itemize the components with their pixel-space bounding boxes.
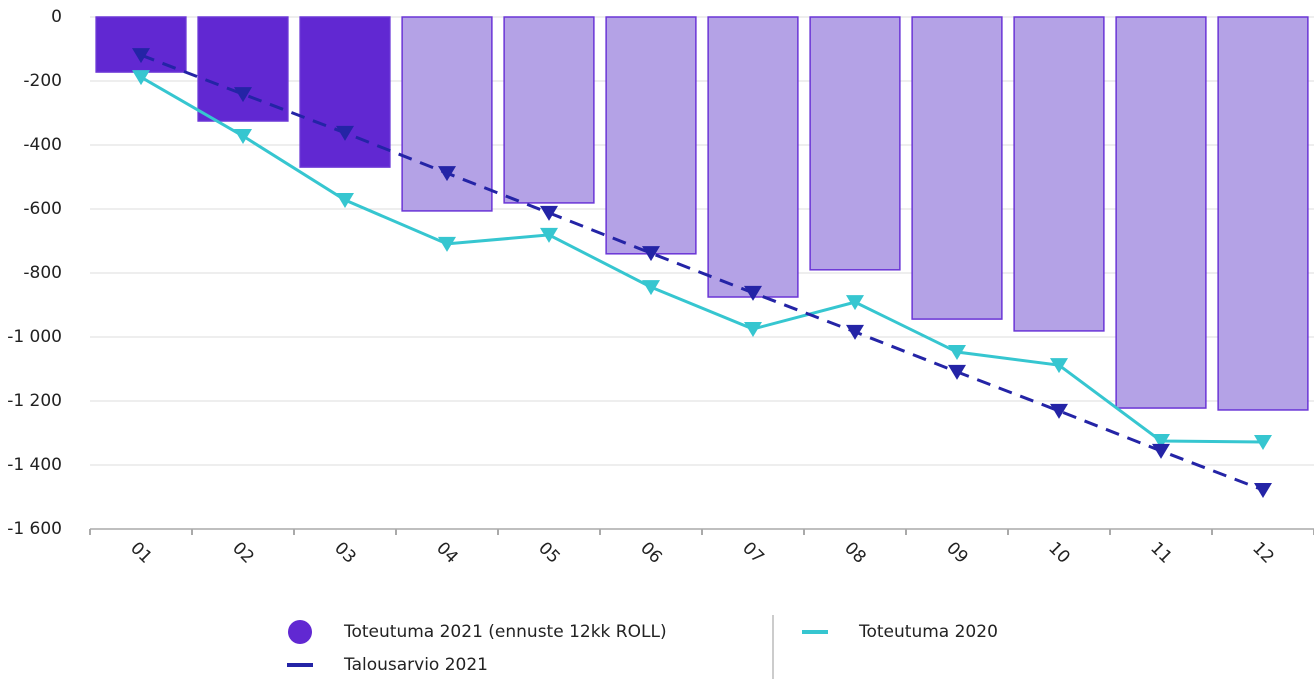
marker: [132, 48, 150, 64]
bar: [605, 16, 697, 255]
bar: [401, 16, 493, 212]
x-tick-label: 01: [126, 538, 155, 567]
marker: [1050, 358, 1068, 374]
marker: [234, 129, 252, 145]
marker: [744, 322, 762, 337]
bar: [911, 16, 1003, 320]
legend-swatch: [288, 620, 312, 644]
y-tick-label: -600: [23, 199, 62, 219]
x-tick-label: 09: [942, 538, 971, 567]
marker: [1152, 434, 1170, 449]
y-tick-label: -800: [23, 263, 62, 283]
y-tick-label: -400: [23, 135, 62, 155]
y-tick-label: -1 600: [7, 519, 62, 539]
line: [140, 53, 1264, 492]
marker: [336, 193, 354, 209]
x-tick-label: 03: [330, 538, 359, 567]
y-tick-label: 0: [51, 7, 62, 27]
x-tick-label: 05: [534, 538, 563, 567]
x-tick-label: 11: [1146, 538, 1175, 567]
x-tick-label: 04: [432, 538, 461, 567]
marker: [1152, 443, 1170, 459]
bar: [1217, 16, 1309, 411]
bar: [299, 16, 391, 168]
bar: [1013, 16, 1105, 332]
marker: [846, 295, 864, 311]
marker: [1254, 434, 1272, 450]
marker: [1254, 482, 1272, 498]
marker: [642, 246, 660, 262]
bar: [503, 16, 595, 204]
y-tick-label: -200: [23, 71, 62, 91]
x-tick-label: 08: [840, 538, 869, 567]
marker: [540, 205, 558, 221]
y-tick-label: -1 400: [7, 455, 62, 475]
marker: [234, 87, 252, 103]
marker: [438, 166, 456, 182]
marker: [846, 324, 864, 340]
marker: [1050, 403, 1068, 419]
legend-label: Toteutuma 2021 (ennuste 12kk ROLL): [343, 622, 667, 642]
legend-label: Talousarvio 2021: [343, 655, 488, 675]
legend-label: Toteutuma 2020: [858, 622, 998, 642]
line: [140, 75, 1264, 444]
x-tick-label: 07: [738, 538, 767, 567]
marker: [336, 125, 354, 141]
x-tick-label: 06: [636, 538, 665, 567]
y-tick-label: -1 000: [7, 327, 62, 347]
bar: [1115, 16, 1207, 409]
marker: [744, 285, 762, 301]
bar: [197, 16, 289, 122]
marker: [438, 236, 456, 252]
x-tick-label: 12: [1248, 538, 1277, 567]
bar: [707, 16, 799, 298]
bar: [95, 16, 187, 73]
marker: [642, 280, 660, 296]
x-tick-label: 10: [1044, 538, 1073, 567]
bar: [809, 16, 901, 271]
x-tick-label: 02: [228, 538, 257, 567]
y-tick-label: -1 200: [7, 391, 62, 411]
marker: [540, 227, 558, 243]
marker: [132, 70, 150, 86]
marker: [948, 364, 966, 380]
marker: [948, 345, 966, 361]
